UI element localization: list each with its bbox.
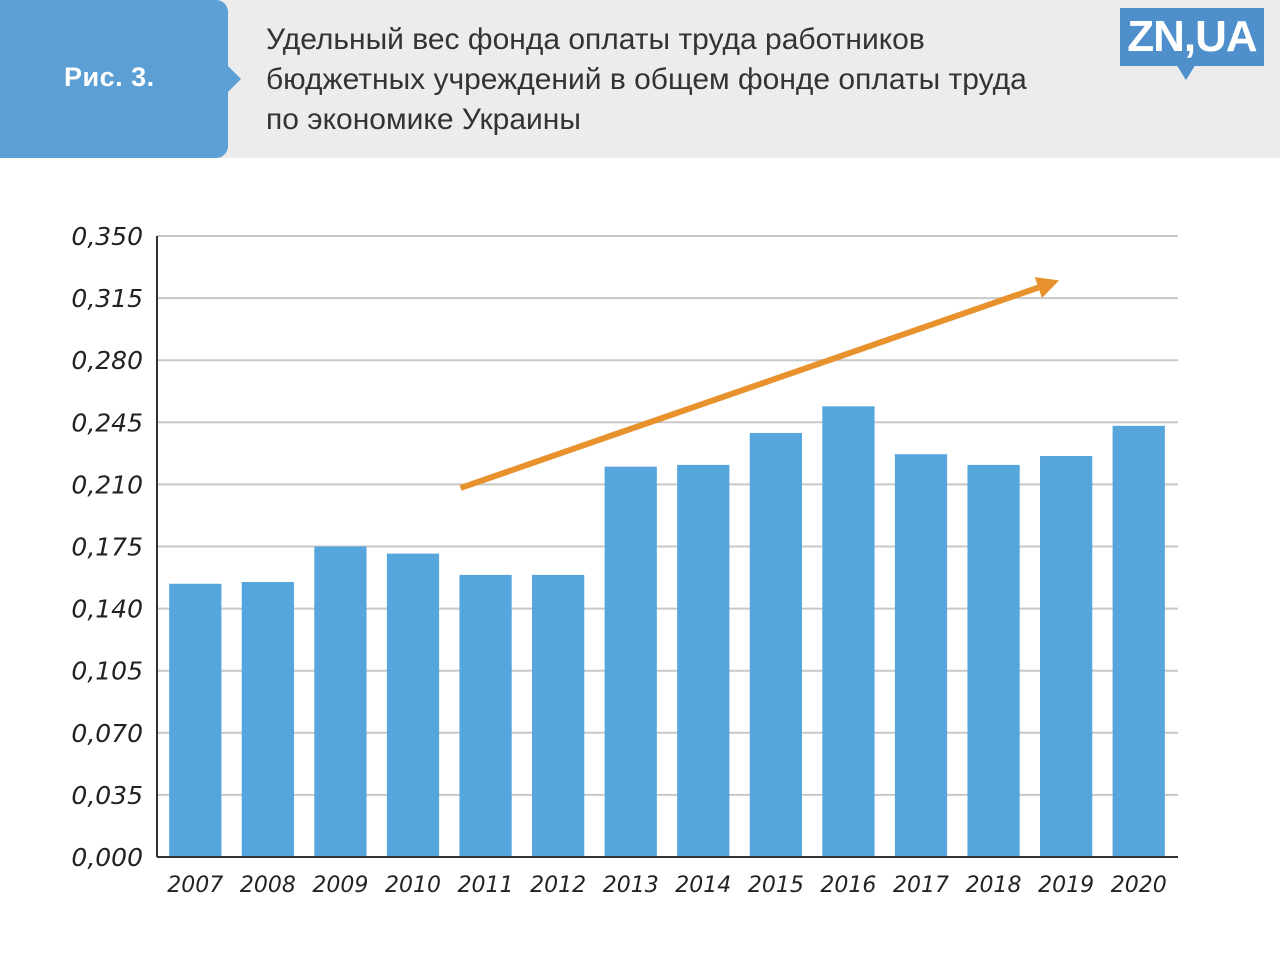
y-tick-label: 0,070 <box>71 719 143 748</box>
bar <box>532 574 585 857</box>
x-tick-label: 2011 <box>458 873 514 898</box>
x-tick-label: 2012 <box>530 873 586 898</box>
x-tick-label: 2020 <box>1111 873 1167 898</box>
bar <box>169 583 222 857</box>
x-tick-label: 2010 <box>385 873 441 898</box>
x-tick-label: 2008 <box>240 873 296 898</box>
y-tick-label: 0,000 <box>71 843 143 872</box>
x-tick-label: 2013 <box>603 873 659 898</box>
y-tick-label: 0,210 <box>71 470 143 499</box>
trend-arrow-shaft <box>459 284 1040 491</box>
x-tick-label: 2016 <box>820 873 876 898</box>
annotations <box>459 277 1060 491</box>
gridlines <box>157 235 1178 796</box>
bar <box>386 553 440 857</box>
bar <box>967 464 1020 857</box>
figure-label: Рис. 3. <box>64 62 155 92</box>
x-tick-label: 2009 <box>312 873 368 898</box>
x-tick-label: 2015 <box>748 873 804 898</box>
logo-text: ZN,UA <box>1127 12 1257 61</box>
chart-title: Удельный вес фонда оплаты труда работник… <box>266 23 1027 136</box>
bar <box>459 574 512 857</box>
bar <box>894 454 948 857</box>
x-tick-labels: 2007 2008 2009 2010 2011 2012 2013 2014 2015 2016… <box>167 873 1166 898</box>
axes <box>156 236 1178 858</box>
y-tick-labels: 0,000 0,035 0,070 0,105 0,140 0,175 0,210 0,245… <box>71 222 143 872</box>
bar <box>1040 456 1093 857</box>
x-tick-label: 2017 <box>893 873 949 898</box>
bar <box>677 464 730 857</box>
x-tick-label: 2018 <box>966 873 1022 898</box>
y-tick-label: 0,245 <box>71 408 143 437</box>
bar <box>822 406 875 857</box>
y-tick-label: 0,140 <box>71 595 143 624</box>
logo-box: ZN,UA <box>1120 8 1264 66</box>
y-tick-label: 0,035 <box>71 781 143 810</box>
bar <box>314 546 367 857</box>
y-tick-label: 0,175 <box>71 533 143 562</box>
x-tick-label: 2007 <box>167 873 223 898</box>
header-band: Рис. 3. Удельный вес фонда оплаты труда … <box>0 0 1280 158</box>
figure-badge: Рис. 3. <box>0 0 241 158</box>
y-tick-label: 0,280 <box>71 346 143 375</box>
y-tick-label: 0,350 <box>71 222 143 251</box>
logo-tail <box>1176 64 1196 80</box>
site-logo: ZN,UA <box>1120 8 1265 86</box>
x-tick-label: 2019 <box>1038 873 1094 898</box>
bars <box>169 406 1165 857</box>
bar <box>604 466 657 857</box>
x-tick-label: 2014 <box>675 873 731 898</box>
bar <box>1112 425 1165 857</box>
y-tick-label: 0,315 <box>71 284 143 313</box>
bar <box>241 581 294 857</box>
y-tick-label: 0,105 <box>71 657 143 686</box>
trend-arrow-head <box>1034 277 1060 298</box>
bar <box>749 432 802 857</box>
